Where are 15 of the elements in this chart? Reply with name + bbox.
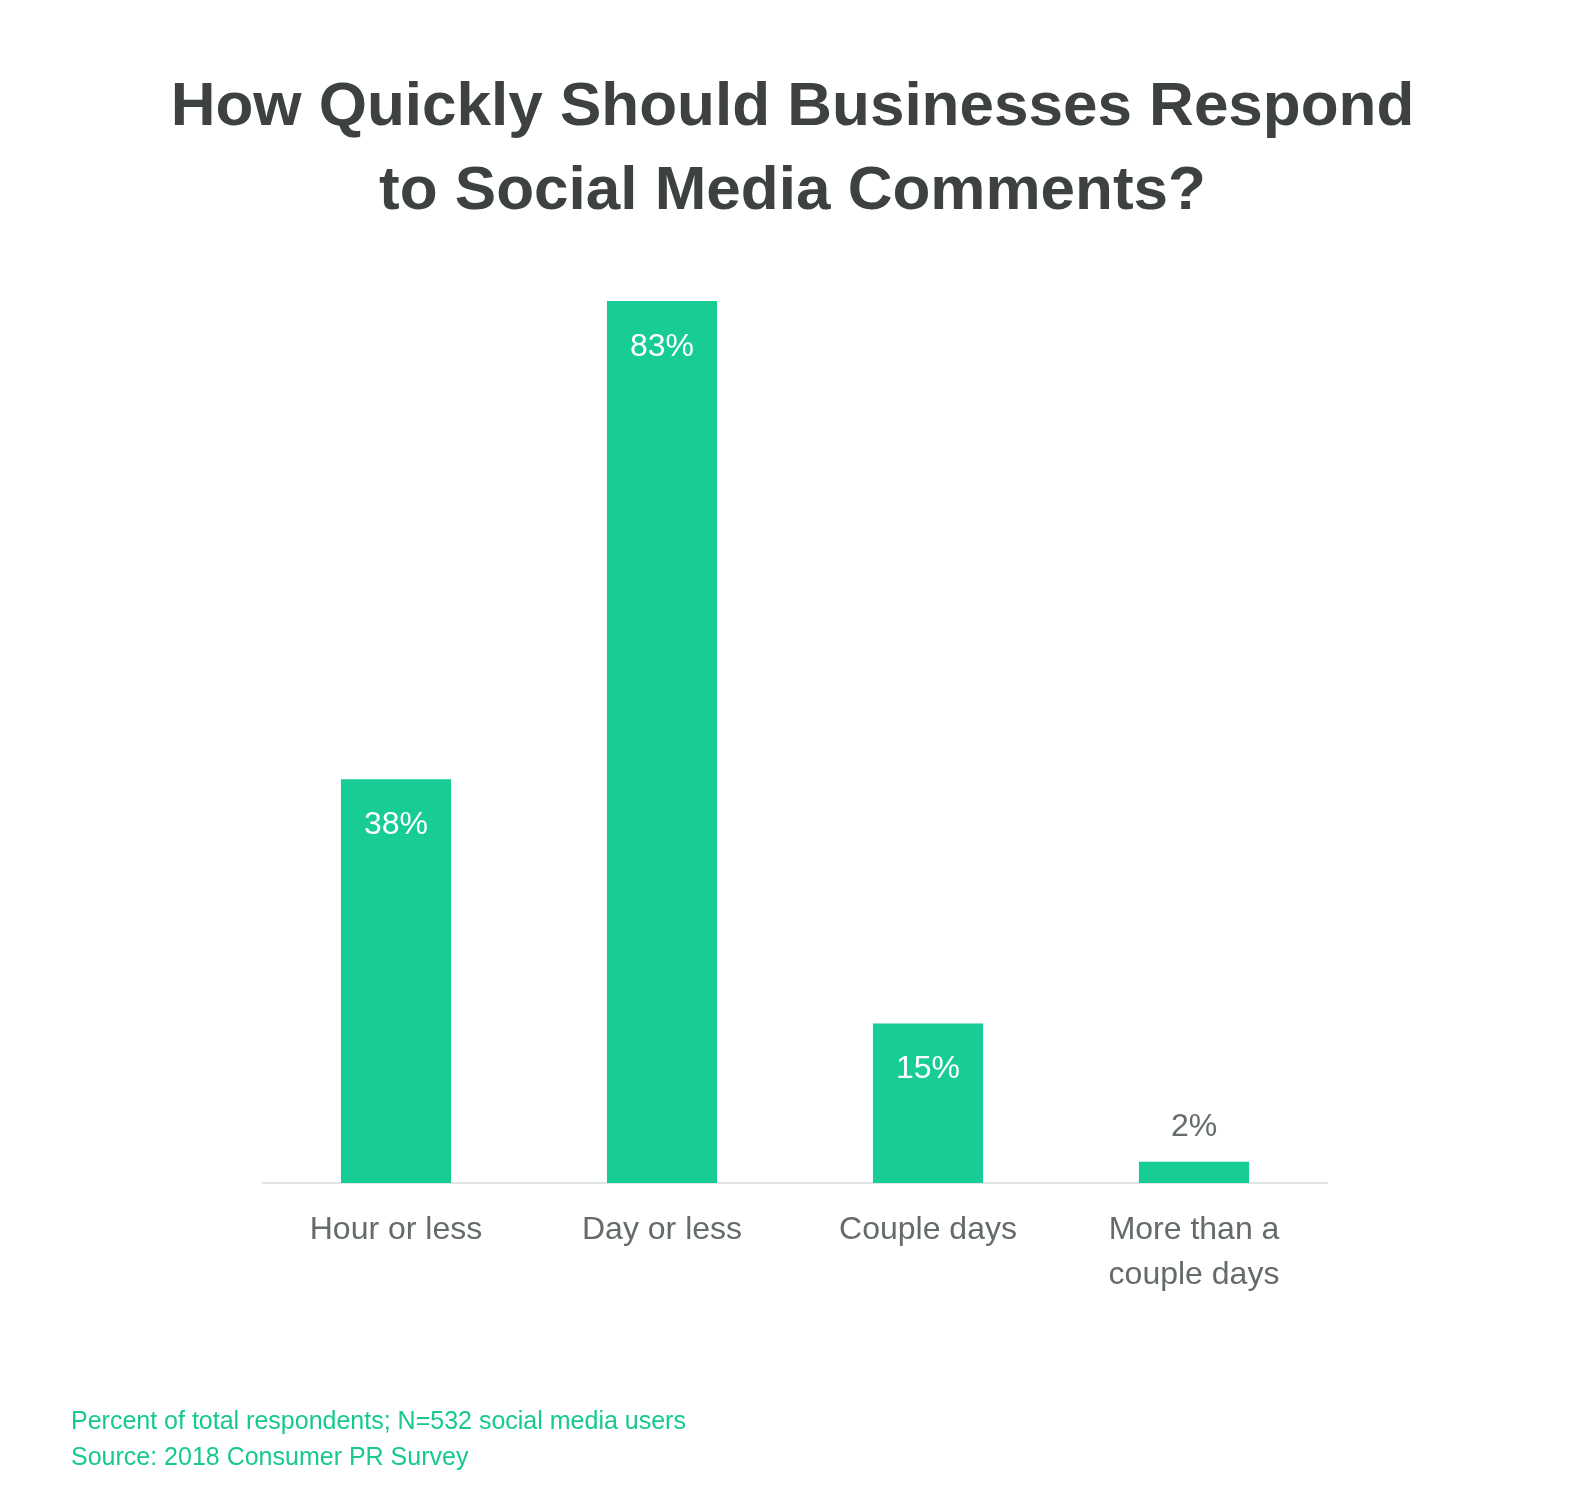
chart-title: How Quickly Should Businesses Respond to Social Media Comments? bbox=[169, 68, 1416, 224]
bar bbox=[606, 301, 718, 1183]
data-label: 38% bbox=[363, 805, 429, 842]
x-tick-label: Couple days bbox=[839, 1209, 1017, 1246]
x-tick-label: Hour or less bbox=[309, 1209, 483, 1246]
data-label: 15% bbox=[895, 1049, 961, 1086]
data-label: 83% bbox=[629, 326, 695, 363]
x-tick-label: More than a couple days bbox=[1108, 1209, 1280, 1291]
x-tick-label: Day or less bbox=[581, 1209, 743, 1246]
data-label: 2% bbox=[1170, 1106, 1218, 1143]
bar bbox=[872, 1023, 984, 1183]
source-note: Source: 2018 Consumer PR Survey bbox=[71, 1441, 470, 1472]
bar bbox=[340, 779, 452, 1183]
text: Percent of total respondents; N=532 social media users bbox=[71, 1405, 686, 1436]
bar bbox=[1138, 1161, 1250, 1183]
